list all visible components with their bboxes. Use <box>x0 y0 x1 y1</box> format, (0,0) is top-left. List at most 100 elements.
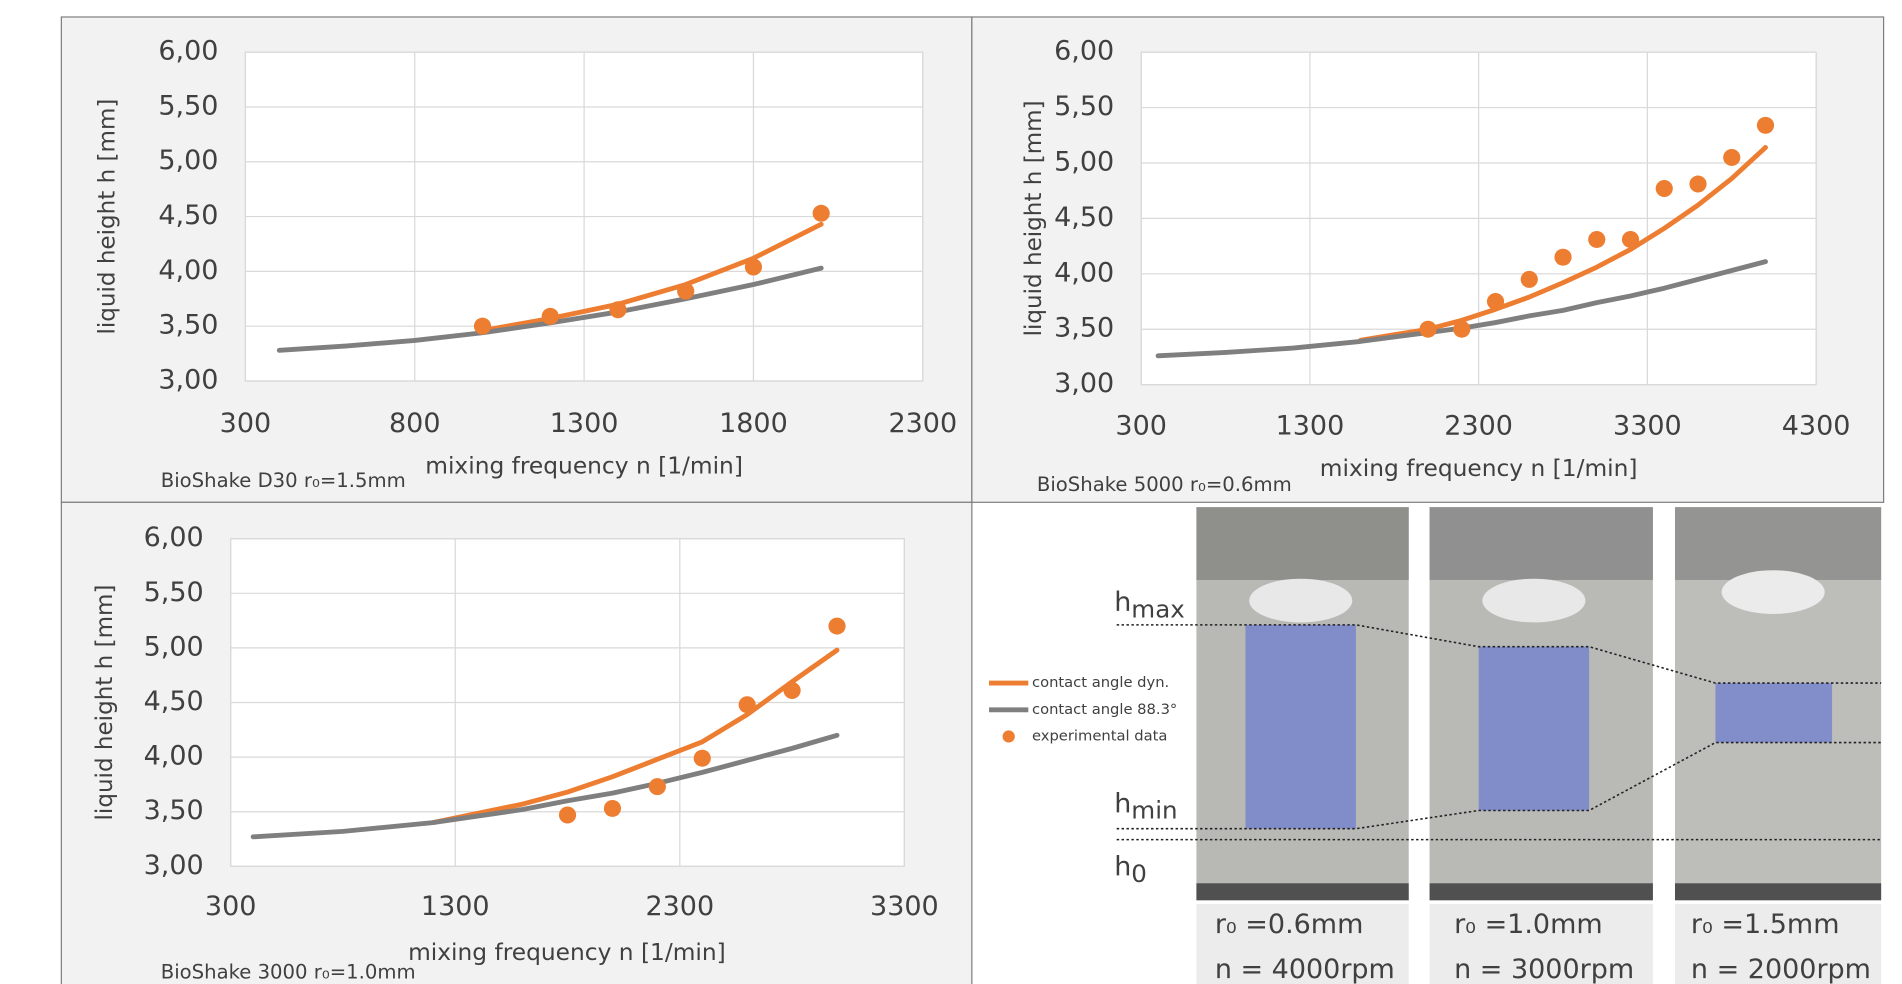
series-line <box>250 732 840 840</box>
legend-label: experimental data <box>1032 728 1167 745</box>
subtitle: BioShake 3000 r₀=1.0mm <box>161 961 416 984</box>
y-axis-label: liquid height h [mm] <box>93 99 120 335</box>
photo-base <box>1196 883 1409 901</box>
legend-label: contact angle dyn. <box>1032 674 1169 691</box>
data-point <box>648 778 666 796</box>
data-point <box>693 749 711 767</box>
data-point <box>1655 179 1673 197</box>
y-tick-label: 4,00 <box>1054 257 1114 288</box>
series-line <box>1358 145 1768 343</box>
caption-speed: n = 3000rpm <box>1454 954 1634 984</box>
y-tick-label: 6,00 <box>158 36 218 67</box>
level-base: h <box>1114 851 1131 882</box>
level-line <box>1116 741 1882 830</box>
caption-box <box>1429 903 1653 984</box>
y-tick-label: 5,00 <box>144 632 204 663</box>
y-tick-label: 4,00 <box>144 741 204 772</box>
y-tick-label: 3,50 <box>158 310 218 341</box>
y-tick-label: 3,50 <box>144 795 204 826</box>
x-tick-label: 300 <box>220 408 272 439</box>
data-point <box>783 682 801 699</box>
liquid <box>1715 683 1833 743</box>
x-tick-label: 2300 <box>645 891 714 922</box>
level-line <box>1116 624 1882 684</box>
y-tick-label: 6,00 <box>144 522 204 553</box>
data-point <box>1621 230 1640 248</box>
x-tick-label: 300 <box>205 891 257 922</box>
y-tick-label: 3,00 <box>144 850 204 881</box>
caption-speed: n = 4000rpm <box>1215 954 1395 984</box>
x-tick-label: 1300 <box>550 408 619 439</box>
data-point <box>744 258 763 276</box>
data-point <box>812 204 830 222</box>
x-tick-label: 1300 <box>1276 411 1345 442</box>
data-point <box>558 806 577 824</box>
y-tick-label: 4,50 <box>158 200 218 231</box>
data-point <box>1419 320 1437 338</box>
y-tick-label: 6,00 <box>1054 36 1114 67</box>
level-label: hmax <box>1114 587 1185 624</box>
data-point <box>1723 148 1741 166</box>
caption-radius: r₀ =0.6mm <box>1215 909 1364 940</box>
data-point <box>1689 175 1707 193</box>
subtitle: BioShake D30 r₀=1.5mm <box>161 469 406 492</box>
y-axis-label: liquid height h [mm] <box>91 585 118 821</box>
x-axis-label: mixing frequency n [1/min] <box>425 453 743 480</box>
data-point <box>1453 320 1471 338</box>
y-tick-label: 3,00 <box>1054 368 1114 399</box>
data-point <box>609 301 627 319</box>
legend-swatch <box>1002 730 1015 743</box>
series-line <box>430 647 840 826</box>
y-axis-label: liquid height h [mm] <box>1020 100 1047 336</box>
caption-box <box>1196 903 1409 984</box>
level-base: h <box>1114 788 1131 819</box>
data-point <box>1520 270 1538 288</box>
photo-base <box>1429 883 1653 901</box>
data-point <box>677 282 695 300</box>
y-tick-label: 4,50 <box>144 686 204 717</box>
legend-label: contact angle 88.3° <box>1032 701 1177 718</box>
vessel-rim <box>1721 570 1825 614</box>
level-label: hmin <box>1114 788 1177 825</box>
caption-speed: n = 2000rpm <box>1691 954 1871 984</box>
y-tick-label: 5,50 <box>158 91 218 122</box>
level-lines <box>1116 624 1882 841</box>
y-tick-label: 3,00 <box>158 365 218 396</box>
x-tick-label: 1300 <box>421 891 490 922</box>
y-tick-label: 4,00 <box>158 255 218 286</box>
data-point <box>541 307 559 325</box>
level-sub: 0 <box>1131 859 1147 888</box>
y-tick-label: 4,50 <box>1054 202 1114 233</box>
x-tick-label: 300 <box>1115 411 1167 442</box>
data-point <box>473 317 492 335</box>
y-tick-label: 5,00 <box>158 145 218 176</box>
x-axis-label: mixing frequency n [1/min] <box>1320 455 1638 482</box>
y-tick-label: 3,50 <box>1054 313 1114 344</box>
photo-panel <box>1116 507 1882 984</box>
caption-radius: r₀ =1.5mm <box>1691 909 1840 940</box>
vessel-rim <box>1249 578 1353 623</box>
photo-top <box>1674 507 1882 580</box>
data-point <box>1756 116 1775 134</box>
data-point <box>1588 230 1606 248</box>
caption-radius: r₀ =1.0mm <box>1454 909 1603 940</box>
caption-box <box>1674 903 1882 984</box>
x-tick-label: 4300 <box>1782 411 1851 442</box>
x-tick-label: 3300 <box>1613 411 1682 442</box>
x-tick-label: 3300 <box>870 891 939 922</box>
y-tick-label: 5,50 <box>1054 91 1114 122</box>
data-point <box>828 617 846 635</box>
x-axis-label: mixing frequency n [1/min] <box>408 939 726 966</box>
series-line <box>1155 259 1768 359</box>
subtitle: BioShake 5000 r₀=0.6mm <box>1037 473 1292 496</box>
y-tick-label: 5,50 <box>144 577 204 608</box>
data-point <box>1486 293 1505 311</box>
liquid <box>1245 624 1356 829</box>
level-sub: min <box>1131 796 1177 825</box>
photo-base <box>1674 883 1882 901</box>
series-line <box>480 221 824 333</box>
x-tick-label: 2300 <box>888 408 957 439</box>
level-sub: max <box>1131 594 1184 623</box>
